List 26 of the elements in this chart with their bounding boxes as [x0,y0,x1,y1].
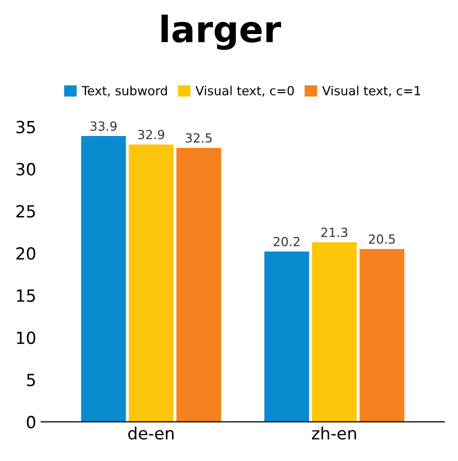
chart-title: larger [162,14,282,50]
y-tick-label: 0 [26,416,36,428]
bar [128,144,174,422]
y-tick-label: 5 [27,374,35,386]
x-tick-label: zh-en [312,426,356,440]
bar [176,148,222,422]
y-tick-label: 20 [16,247,36,260]
bar [264,252,310,422]
x-tick-label: de-en [128,426,174,440]
y-tick-label: 10 [16,331,36,344]
data-label: 33.9 [90,121,117,131]
data-label: 20.2 [274,236,300,246]
data-label: 21.3 [321,228,348,238]
legend-label: Visual text, c=1 [322,86,420,97]
legend-label: Text, subword [82,86,167,97]
legend-label: Visual text, c=0 [196,86,294,97]
y-tick-label: 25 [16,205,35,218]
bar [312,242,357,422]
y-tick-label: 15 [16,290,35,302]
data-label: 20.5 [368,234,395,244]
data-label: 32.9 [138,130,164,140]
bar [81,136,126,422]
y-tick-label: 30 [16,162,36,176]
data-label: 32.5 [186,133,212,143]
y-tick-label: 35 [16,120,35,134]
bar [360,249,404,422]
